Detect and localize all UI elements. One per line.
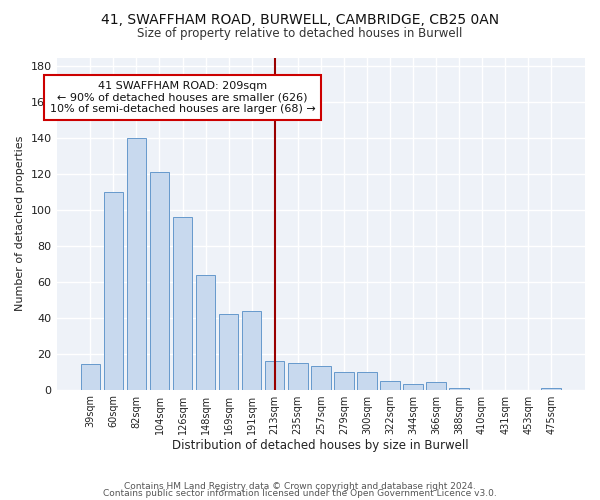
Text: Size of property relative to detached houses in Burwell: Size of property relative to detached ho… [137,28,463,40]
Bar [265,361,284,390]
Text: 41 SWAFFHAM ROAD: 209sqm
← 90% of detached houses are smaller (626)
10% of semi-: 41 SWAFFHAM ROAD: 209sqm ← 90% of detach… [50,81,316,114]
Bar [449,388,469,390]
Bar [80,364,100,390]
Bar [173,218,193,390]
Bar [403,384,423,390]
Bar [380,380,400,390]
Bar [311,366,331,390]
Bar [334,372,353,390]
Bar [242,310,262,390]
Bar [219,314,238,390]
Y-axis label: Number of detached properties: Number of detached properties [15,136,25,311]
Text: Contains HM Land Registry data © Crown copyright and database right 2024.: Contains HM Land Registry data © Crown c… [124,482,476,491]
Bar [426,382,446,390]
X-axis label: Distribution of detached houses by size in Burwell: Distribution of detached houses by size … [172,440,469,452]
Bar [104,192,123,390]
Bar [357,372,377,390]
Bar [127,138,146,390]
Bar [541,388,561,390]
Text: Contains public sector information licensed under the Open Government Licence v3: Contains public sector information licen… [103,490,497,498]
Bar [288,362,308,390]
Bar [196,274,215,390]
Text: 41, SWAFFHAM ROAD, BURWELL, CAMBRIDGE, CB25 0AN: 41, SWAFFHAM ROAD, BURWELL, CAMBRIDGE, C… [101,12,499,26]
Bar [149,172,169,390]
